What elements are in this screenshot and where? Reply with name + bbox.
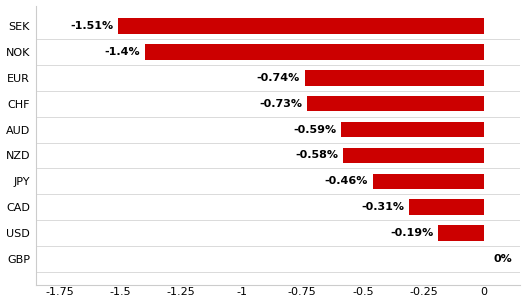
Bar — [305, 70, 484, 85]
Text: -0.73%: -0.73% — [259, 99, 302, 109]
Bar — [438, 225, 484, 241]
Text: -0.59%: -0.59% — [293, 125, 336, 135]
Text: -0.19%: -0.19% — [390, 228, 433, 238]
Text: -0.31%: -0.31% — [361, 202, 404, 212]
Bar — [343, 148, 484, 163]
Text: -1.4%: -1.4% — [104, 47, 140, 57]
Bar — [145, 44, 484, 60]
Text: 0%: 0% — [494, 254, 512, 264]
Bar — [341, 122, 484, 137]
Text: -1.51%: -1.51% — [70, 21, 113, 31]
Bar — [372, 174, 484, 189]
Bar — [409, 199, 484, 215]
Text: -0.74%: -0.74% — [257, 73, 300, 83]
Text: -0.58%: -0.58% — [296, 151, 339, 161]
Text: -0.46%: -0.46% — [325, 176, 368, 186]
Bar — [118, 18, 484, 34]
Bar — [307, 96, 484, 112]
